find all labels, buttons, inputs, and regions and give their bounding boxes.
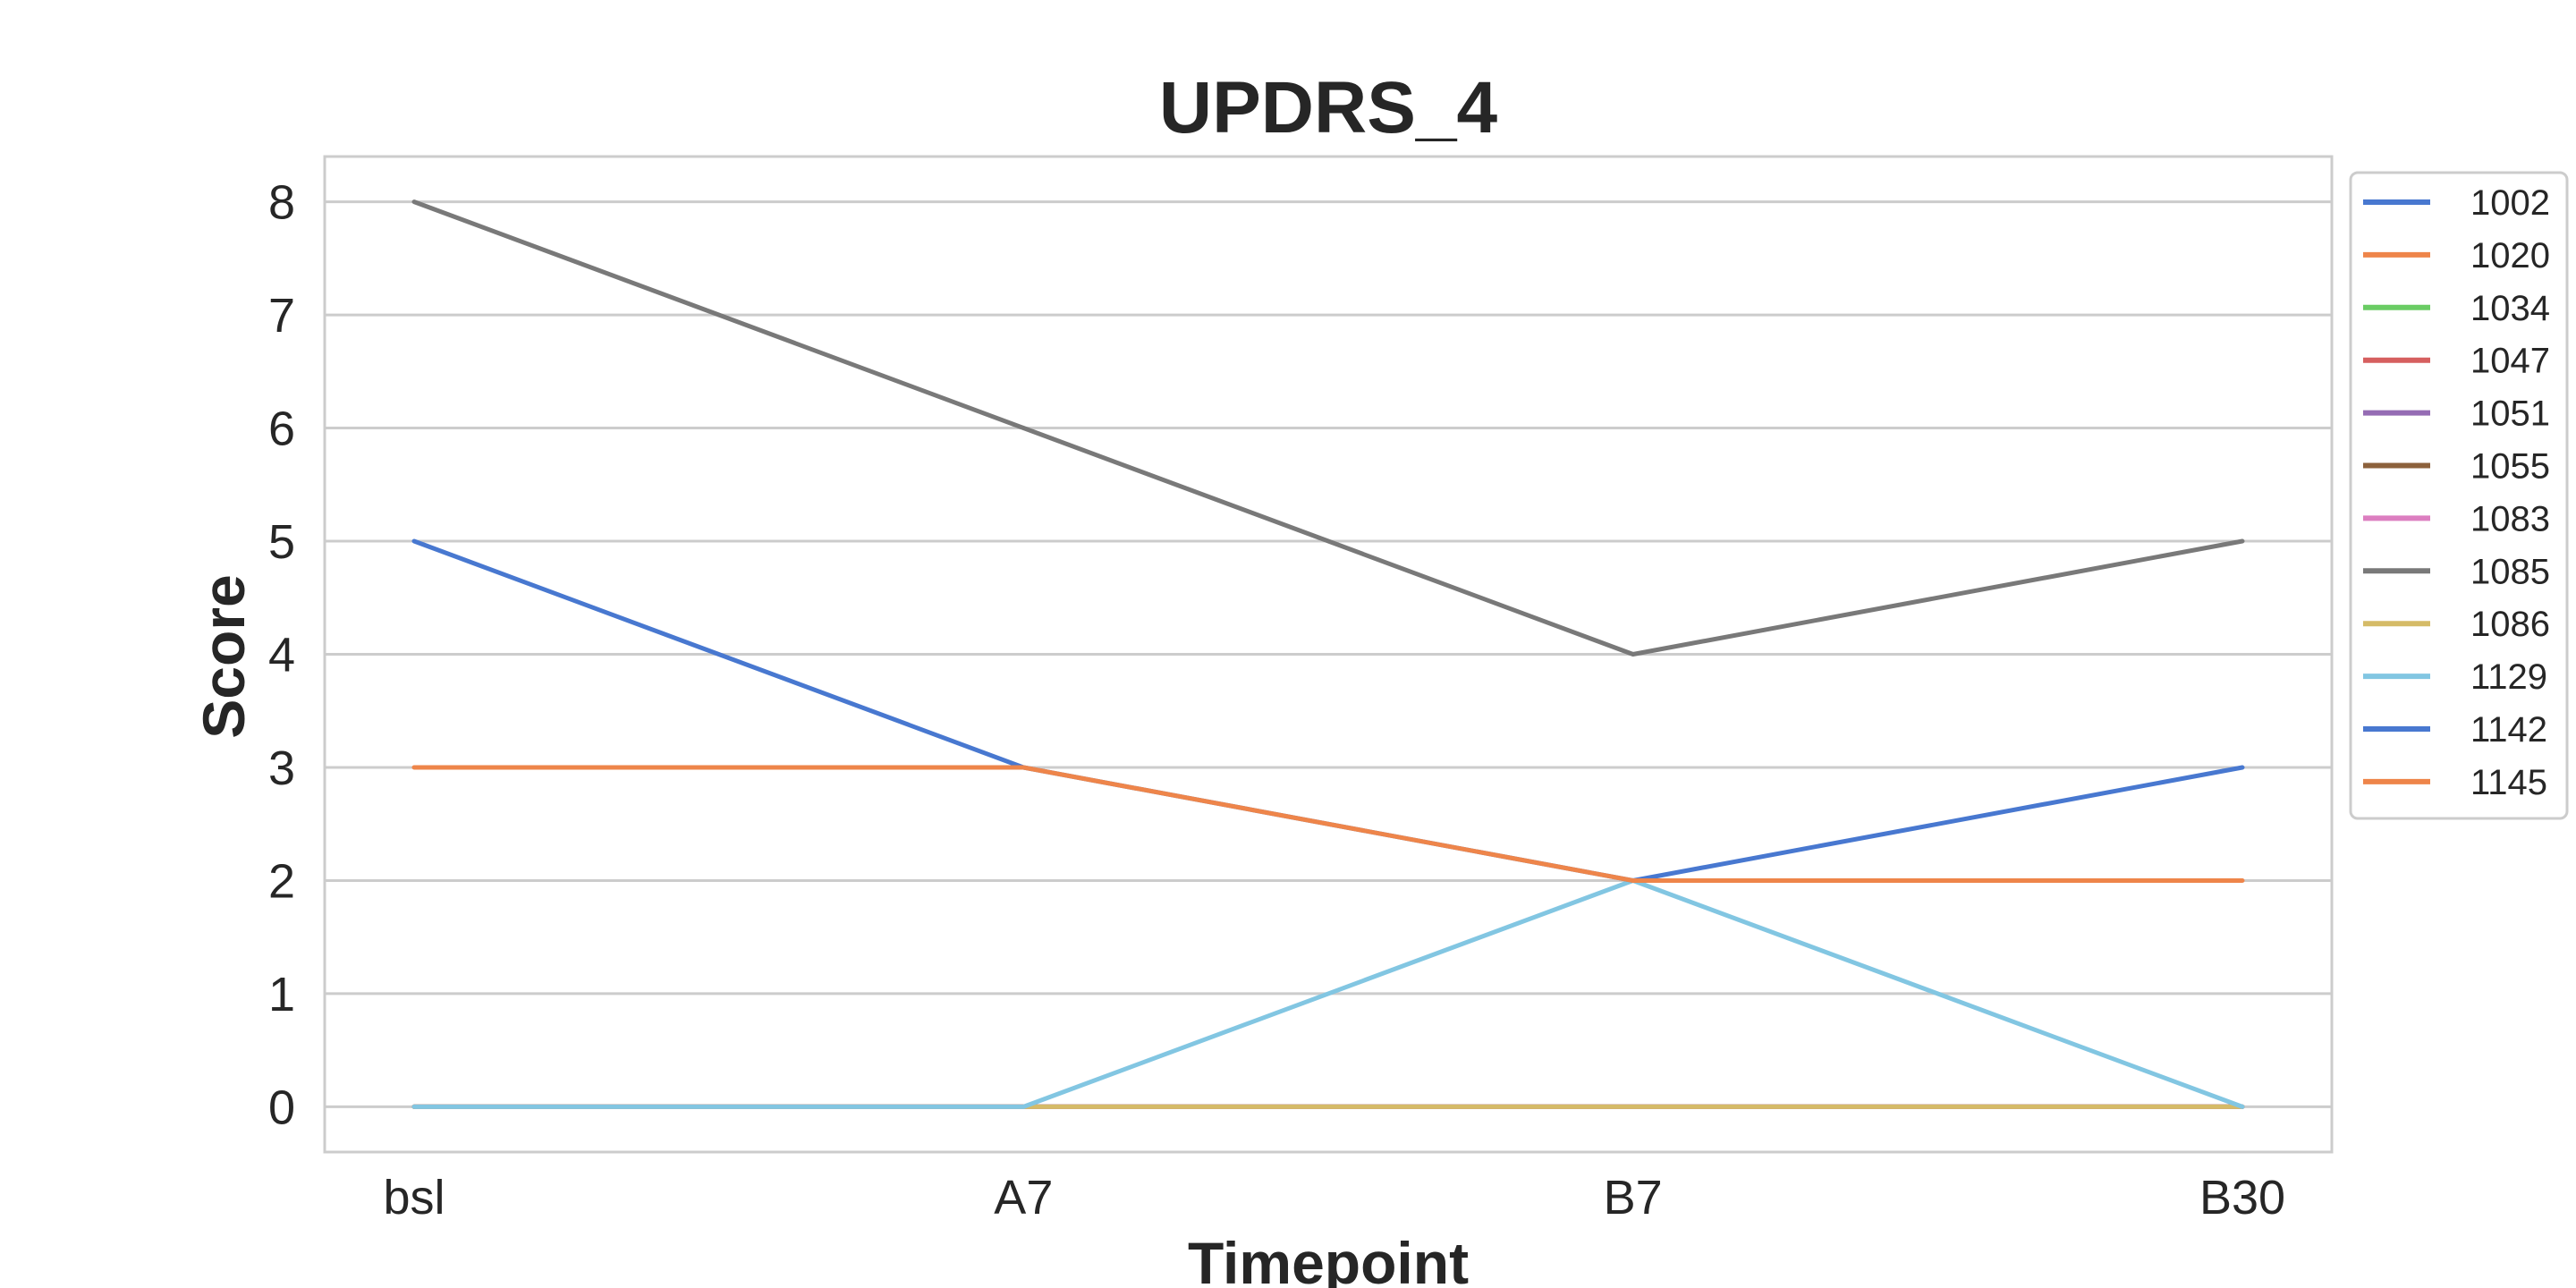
legend-label: 1145: [2470, 763, 2547, 802]
legend-label: 1047: [2470, 342, 2550, 381]
x-tick-labels: bsl A7 B7 B30: [383, 1171, 2285, 1224]
y-tick-label: 7: [268, 289, 295, 343]
y-tick-labels: 0 1 2 3 4 5 6 7 8: [268, 176, 295, 1135]
legend-frame: [2349, 171, 2569, 820]
x-axis-label: Timepoint: [1188, 1230, 1469, 1288]
y-tick-label: 6: [268, 402, 295, 456]
legend-label: 1142: [2470, 710, 2547, 750]
legend-label: 1129: [2470, 657, 2547, 697]
legend-label: 1002: [2470, 183, 2550, 223]
legend: 1002 1020 1034 1047 1051 1055 1083 1085 1086 1129…: [2349, 171, 2569, 820]
y-axis-label: Score: [191, 574, 257, 738]
series-line-1085: [411, 199, 2245, 657]
y-tick-label: 8: [268, 176, 295, 230]
y-tick-label: 4: [268, 629, 295, 682]
legend-label: 1034: [2470, 289, 2550, 328]
legend-label: 1055: [2470, 447, 2550, 487]
x-tick-label: A7: [994, 1171, 1053, 1224]
x-tick-label: B30: [2199, 1171, 2285, 1224]
plot-frame: [323, 155, 2334, 1154]
series-lines: [411, 199, 2245, 1109]
x-tick-label: B7: [1604, 1171, 1663, 1224]
series-line-1129: [411, 878, 2245, 1109]
y-tick-label: 1: [268, 968, 295, 1021]
chart-title: UPDRS_4: [1159, 67, 1498, 148]
legend-label: 1051: [2470, 394, 2550, 434]
series-line-1145: [411, 765, 2245, 883]
y-tick-label: 3: [268, 741, 295, 795]
x-tick-label: bsl: [383, 1171, 445, 1224]
legend-label: 1083: [2470, 499, 2550, 538]
legend-label: 1085: [2470, 552, 2550, 591]
legend-label: 1086: [2470, 605, 2550, 644]
y-tick-label: 0: [268, 1080, 295, 1134]
legend-label: 1020: [2470, 236, 2550, 275]
y-tick-label: 2: [268, 854, 295, 908]
y-tick-label: 5: [268, 515, 295, 569]
